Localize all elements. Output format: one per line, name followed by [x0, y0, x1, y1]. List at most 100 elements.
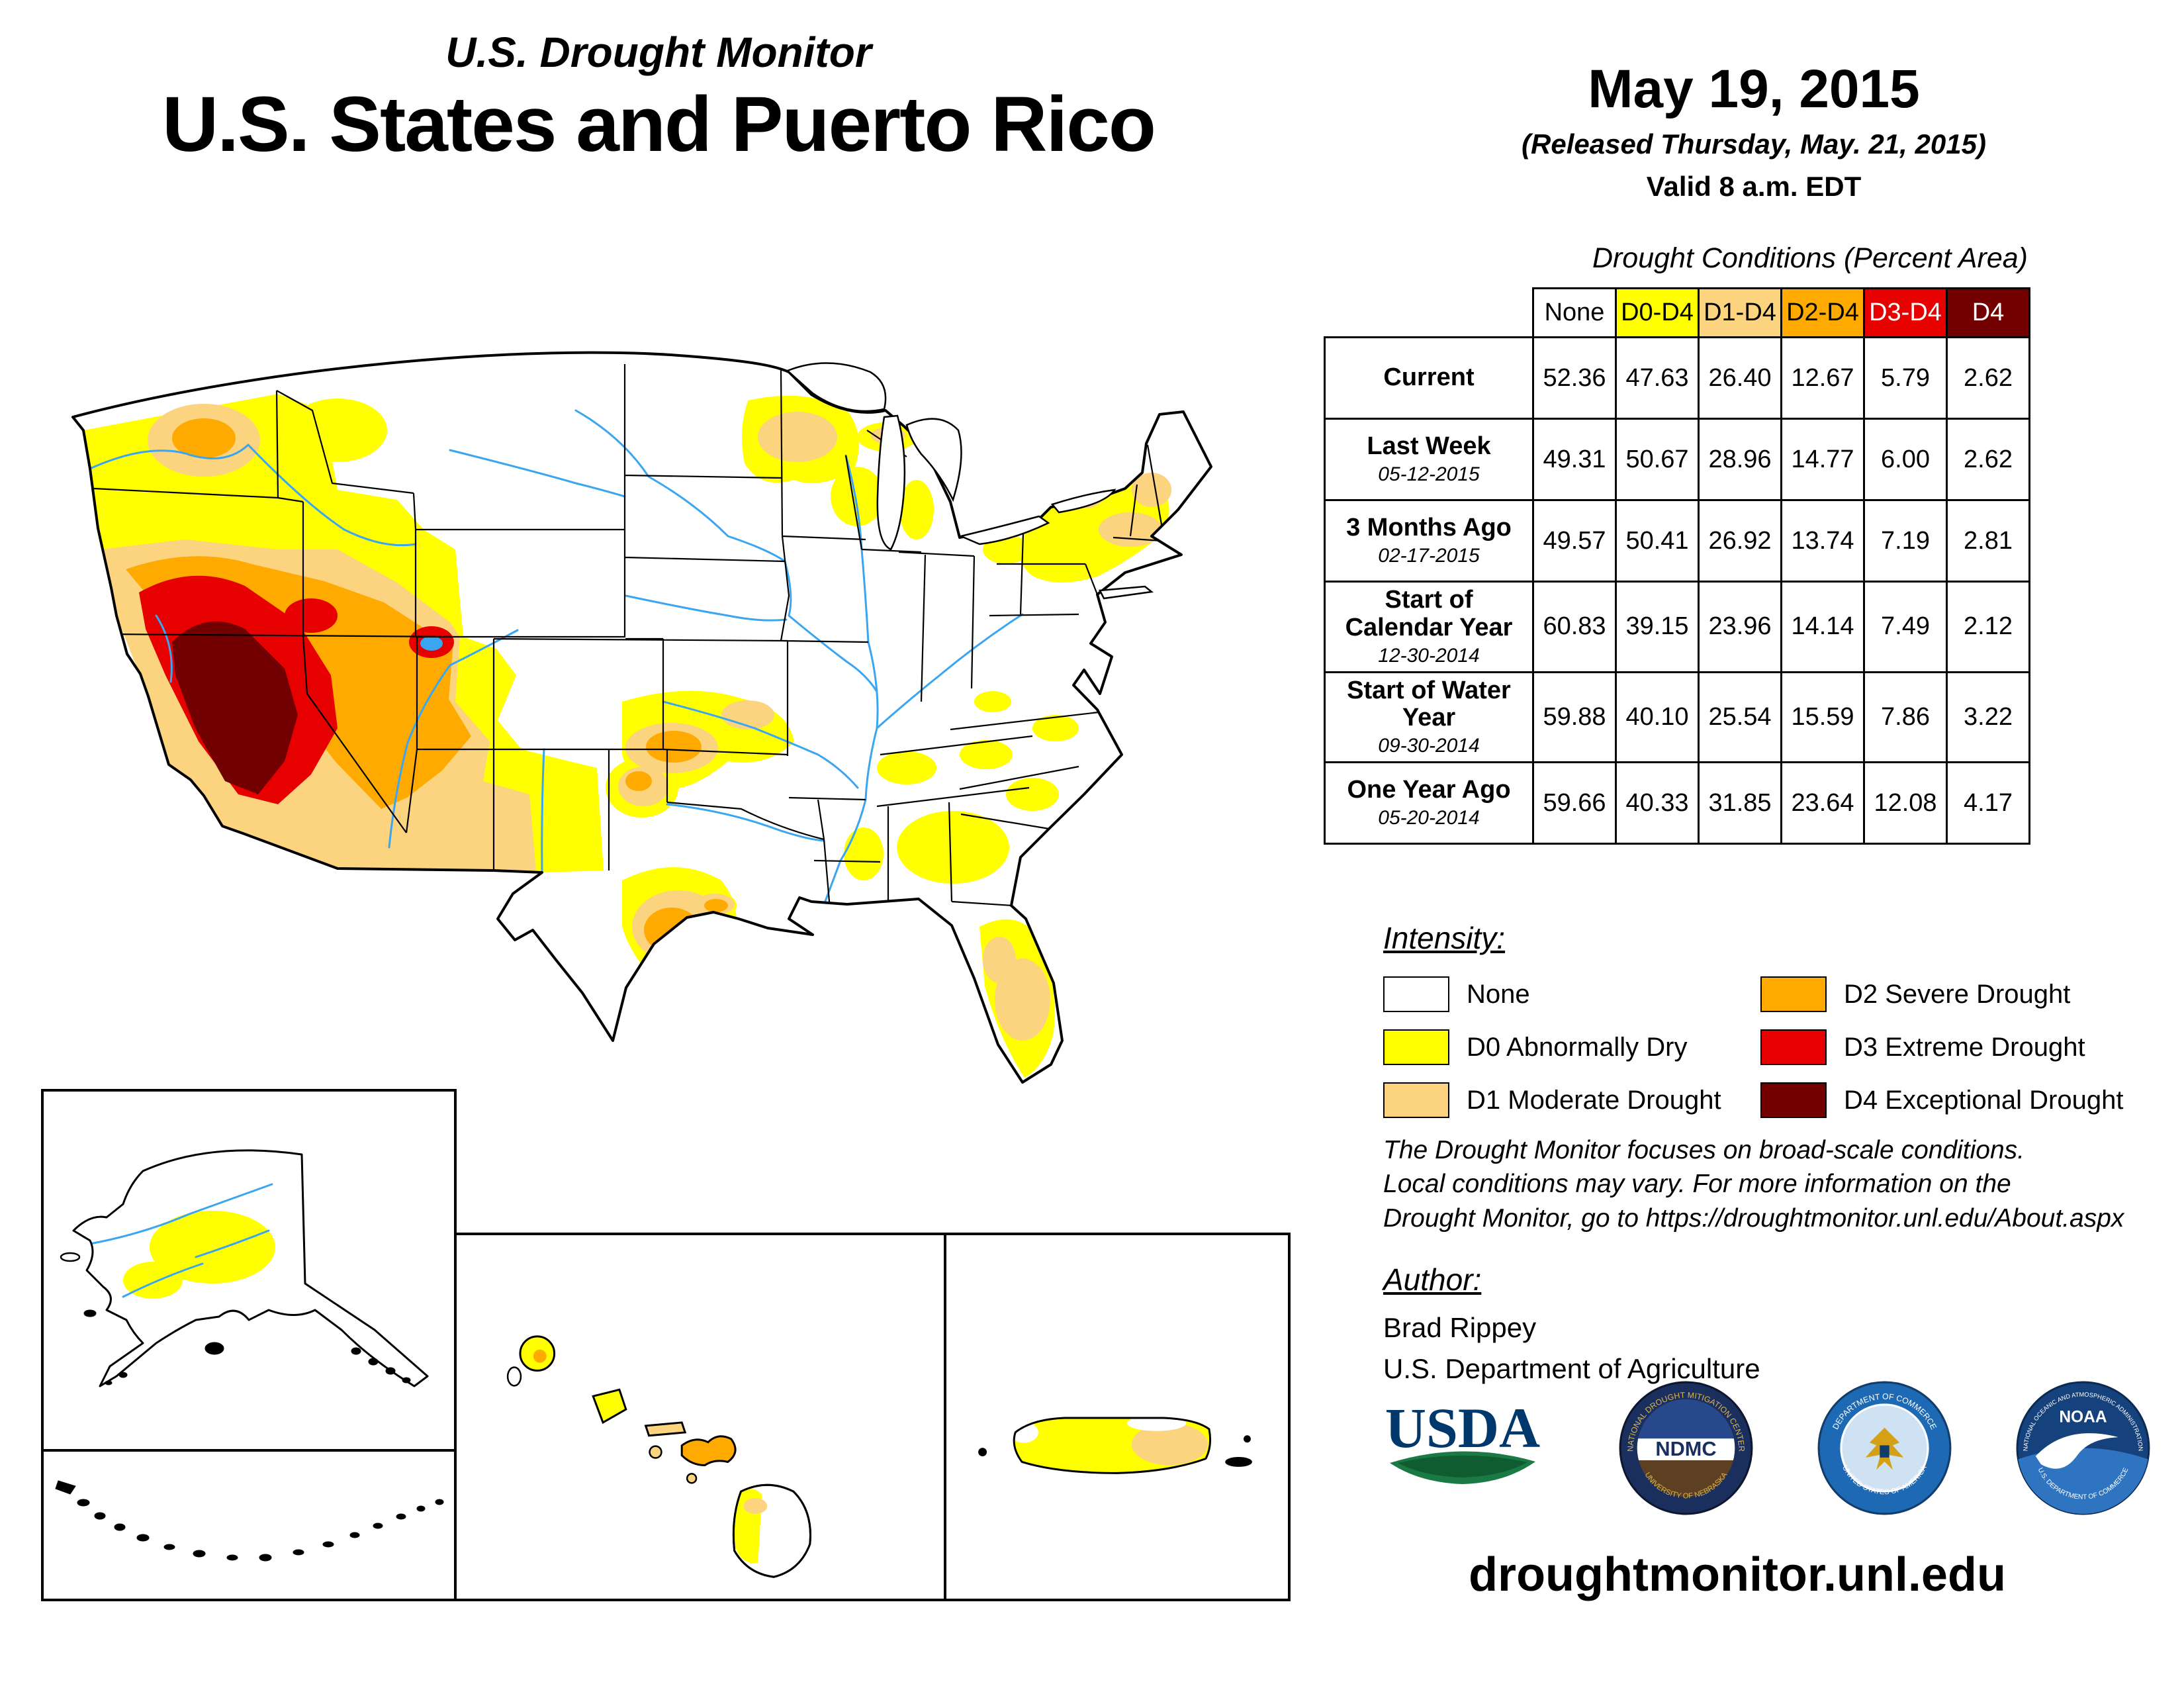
- ndmc-logo: NDMC NATIONAL DROUGHT MITIGATION CENTER …: [1619, 1381, 1753, 1515]
- alaska-coastline: [72, 1149, 429, 1387]
- legend-item-d1: D1 Moderate Drought: [1383, 1074, 1760, 1127]
- aleutian-map-svg: [55, 1480, 444, 1562]
- legend-swatch-d3: [1760, 1029, 1827, 1065]
- noaa-bird: [2035, 1433, 2118, 1469]
- legend-item-d3: D3 Extreme Drought: [1760, 1021, 2138, 1074]
- lake-erie: [958, 515, 1050, 545]
- island-kahoolawe: [686, 1473, 698, 1484]
- ndmc-band: [1637, 1438, 1735, 1460]
- table-corner: [1324, 288, 1533, 338]
- legend-swatch-d4: [1760, 1082, 1827, 1118]
- island-oahu: [592, 1388, 627, 1425]
- disclaimer-line-3: Drought Monitor, go to https://droughtmo…: [1383, 1203, 2124, 1233]
- lake-michigan: [876, 414, 906, 551]
- commerce-shield: [1880, 1445, 1889, 1458]
- legend-item-none: None: [1383, 968, 1760, 1021]
- lake-ontario: [1050, 489, 1116, 514]
- island-maui: [680, 1435, 737, 1466]
- pr-small-islands: [978, 1435, 1252, 1467]
- noaa-sea: [2017, 1448, 2149, 1514]
- puerto-rico-inset: [946, 1233, 1291, 1601]
- rivers: [89, 409, 1024, 936]
- legend-label: D4 Exceptional Drought: [1844, 1085, 2124, 1115]
- puerto-rico-map-svg: [978, 1417, 1252, 1474]
- page-title: U.S. States and Puerto Rico: [162, 81, 1156, 168]
- ndmc-logo-text: NDMC: [1655, 1437, 1716, 1460]
- state-borders: [93, 364, 1172, 917]
- legend-label: D0 Abnormally Dry: [1467, 1032, 1688, 1062]
- alaska-islands: [60, 1252, 411, 1385]
- site-url: droughtmonitor.unl.edu: [1469, 1548, 2006, 1601]
- legend-label: D3 Extreme Drought: [1844, 1032, 2085, 1062]
- alaska-inset: [41, 1089, 457, 1452]
- kauai-d2-spot: [533, 1349, 547, 1363]
- usda-logo-text: USDA: [1385, 1396, 1540, 1460]
- disclaimer-line-2: Local conditions may vary. For more info…: [1383, 1170, 2011, 1199]
- lake-superior: [786, 362, 887, 412]
- col-header-d2-d4: D2-D4: [1780, 287, 1865, 338]
- author-org: U.S. Department of Agriculture: [1383, 1353, 1760, 1384]
- released-date: (Released Thursday, May. 21, 2015): [1522, 128, 1986, 160]
- usda-swoosh-inner: [1398, 1455, 1527, 1477]
- author-block: Author: Brad Rippey U.S. Department of A…: [1383, 1262, 1760, 1385]
- table-row-start-water-year: Start of Water Year 09-30-2014 59.88 40.1…: [1324, 671, 2030, 764]
- col-header-d0-d4: D0-D4: [1615, 287, 1700, 338]
- col-header-d1-d4: D1-D4: [1698, 287, 1782, 338]
- legend-label: D1 Moderate Drought: [1467, 1085, 1721, 1115]
- date-block: May 19, 2015 (Released Thursday, May. 21…: [1383, 58, 2124, 203]
- drought-area-d4: [172, 621, 298, 794]
- usda-logo: USDA: [1385, 1396, 1540, 1484]
- conus-map-svg: [71, 351, 1212, 1084]
- island-lanai: [649, 1445, 662, 1459]
- noaa-logo: NOAA NATIONAL OCEANIC AND ATMOSPHERIC AD…: [2016, 1381, 2150, 1515]
- alaska-rivers: [89, 1183, 273, 1298]
- col-header-d3-d4: D3-D4: [1863, 287, 1948, 338]
- commerce-logo: DEPARTMENT OF COMMERCE UNITED STATES OF …: [1817, 1381, 1952, 1515]
- valid-time: Valid 8 a.m. EDT: [1646, 171, 1862, 202]
- col-header-d4: D4: [1946, 287, 2030, 338]
- pr-d1-area: [1131, 1423, 1208, 1466]
- lake-huron: [905, 418, 962, 502]
- author-title: Author:: [1383, 1262, 1482, 1297]
- legend-swatch-d0: [1383, 1029, 1449, 1065]
- title-block: U.S. Drought Monitor U.S. States and Pue…: [0, 28, 1317, 169]
- hawaii-inset: [457, 1233, 946, 1601]
- puerto-rico-coastline: [1013, 1417, 1212, 1474]
- great-lakes: [786, 362, 1154, 600]
- legend-swatch-d2: [1760, 976, 1827, 1012]
- noaa-logo-text: NOAA: [2059, 1409, 2107, 1427]
- hawaii-islands: [506, 1335, 811, 1578]
- table-row-3-months-ago: 3 Months Ago 02-17-2015 49.57 50.41 26.92…: [1324, 499, 2030, 583]
- hawaii-d1-spot: [743, 1498, 768, 1514]
- alaska-map-svg: [60, 1149, 429, 1387]
- long-island: [1099, 585, 1154, 600]
- great-salt-lake: [420, 636, 443, 651]
- table-row-one-year-ago: One Year Ago 05-20-2014 59.66 40.33 31.85…: [1324, 761, 2030, 845]
- legend-swatch-none: [1383, 976, 1449, 1012]
- intensity-legend: None D0 Abnormally Dry D1 Moderate Droug…: [1383, 968, 2138, 1127]
- table-header-row: None D0-D4 D1-D4 D2-D4 D3-D4 D4: [1324, 287, 2030, 338]
- col-header-none: None: [1532, 287, 1617, 338]
- island-niihau: [506, 1366, 522, 1387]
- hawaii-map-svg: [506, 1335, 811, 1578]
- aleutian-inset: [41, 1452, 457, 1601]
- legend-item-d2: D2 Severe Drought: [1760, 968, 2138, 1021]
- island-molokai: [644, 1421, 687, 1437]
- disclaimer: The Drought Monitor focuses on broad-sca…: [1383, 1133, 2124, 1235]
- conus-map: [26, 331, 1297, 1125]
- author-name: Brad Rippey: [1383, 1312, 1537, 1343]
- legend-label: None: [1467, 979, 1530, 1009]
- map-date: May 19, 2015: [1588, 59, 1920, 119]
- island-hawaii-outline: [732, 1483, 811, 1578]
- legend-swatch-d1: [1383, 1082, 1449, 1118]
- legend-item-d0: D0 Abnormally Dry: [1383, 1021, 1760, 1074]
- table-row-current: Current 52.36 47.63 26.40 12.67 5.79 2.6…: [1324, 336, 2030, 420]
- table-row-last-week: Last Week 05-12-2015 49.31 50.67 28.96 14…: [1324, 418, 2030, 501]
- intensity-title: Intensity:: [1383, 921, 1506, 955]
- disclaimer-line-1: The Drought Monitor focuses on broad-sca…: [1383, 1136, 2025, 1164]
- table-title: Drought Conditions (Percent Area): [1592, 242, 2028, 274]
- drought-conditions-table: None D0-D4 D1-D4 D2-D4 D3-D4 D4 Current …: [1324, 287, 2030, 845]
- agency-logos: USDA NDMC NATIONAL DROUGHT MITIGATION CE…: [1370, 1380, 2151, 1516]
- legend-label: D2 Severe Drought: [1844, 979, 2071, 1009]
